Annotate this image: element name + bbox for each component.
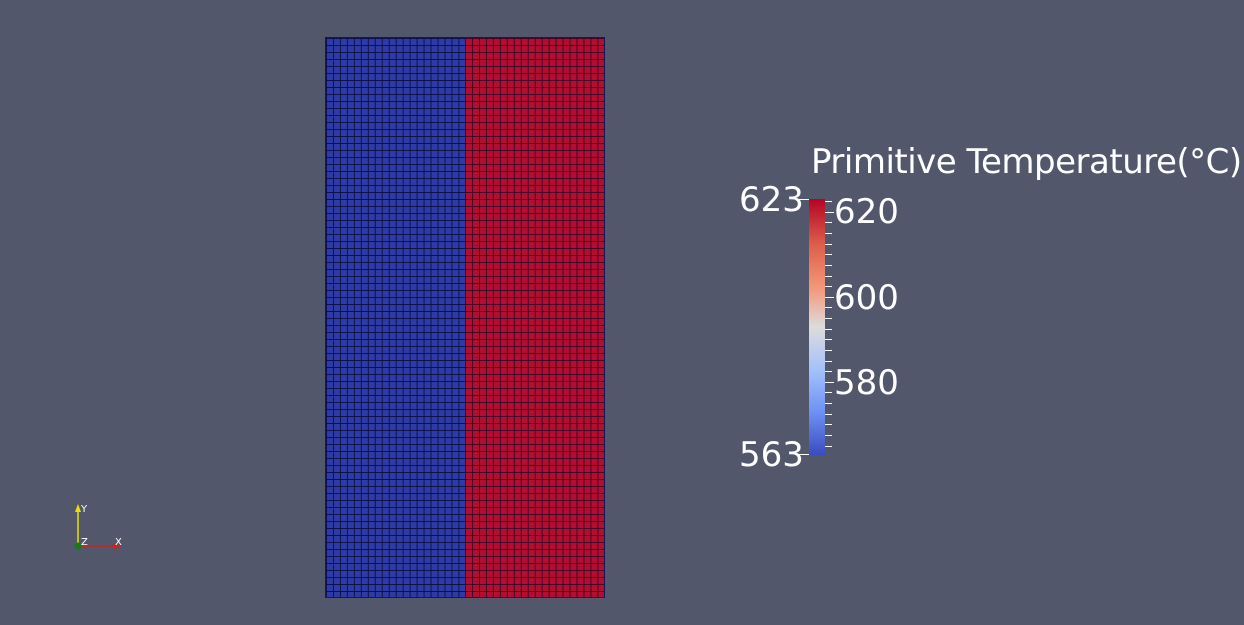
colorbar-minor-tick: [825, 276, 832, 277]
colorbar-minor-tick: [825, 339, 832, 340]
tick-label-620: 620: [834, 192, 899, 232]
colorbar-minor-tick: [825, 201, 832, 202]
colorbar-minor-tick: [825, 361, 832, 362]
colorbar-minor-tick: [825, 392, 832, 393]
y-axis-arrow: [75, 504, 81, 512]
colorbar-minor-tick: [825, 435, 832, 436]
colorbar-major-tick: [825, 382, 834, 383]
colorbar-minor-tick: [825, 265, 832, 266]
colorbar-minor-tick: [825, 318, 832, 319]
colorbar-minor-tick: [825, 286, 832, 287]
colorbar-minor-tick: [825, 403, 832, 404]
colorbar-minor-tick: [825, 424, 832, 425]
colorbar-major-tick: [825, 212, 834, 213]
colorbar-minor-tick: [825, 244, 832, 245]
orientation-axes-widget: Y X Z: [74, 504, 122, 550]
colorbar-minor-tick: [825, 307, 832, 308]
mesh-hot-region: [465, 38, 604, 597]
range-min-label: 563: [739, 435, 804, 475]
tick-label-580: 580: [834, 363, 899, 403]
mesh-cold-region: [326, 38, 465, 597]
colorbar-minor-tick: [825, 371, 832, 372]
range-max-tick: [797, 199, 809, 200]
x-axis-arrow: [114, 543, 122, 549]
range-min-tick: [797, 454, 809, 455]
colorbar-minor-tick: [825, 329, 832, 330]
x-axis-label: X: [115, 537, 122, 548]
z-axis-label: Z: [81, 537, 88, 548]
color-legend-bar: [809, 199, 825, 455]
range-max-label: 623: [739, 180, 804, 220]
colorbar-minor-tick: [825, 350, 832, 351]
colorbar-minor-tick: [825, 233, 832, 234]
z-axis-origin: [74, 542, 82, 550]
colorbar-major-tick: [825, 297, 834, 298]
colorbar-minor-tick: [825, 414, 832, 415]
temperature-mesh: [325, 37, 605, 598]
y-axis-label: Y: [80, 504, 88, 515]
colorbar-title: Primitive Temperature(°C): [811, 142, 1242, 182]
colorbar-minor-tick: [825, 446, 832, 447]
colorbar-minor-tick: [825, 254, 832, 255]
tick-label-600: 600: [834, 278, 899, 318]
colorbar-minor-tick: [825, 222, 832, 223]
